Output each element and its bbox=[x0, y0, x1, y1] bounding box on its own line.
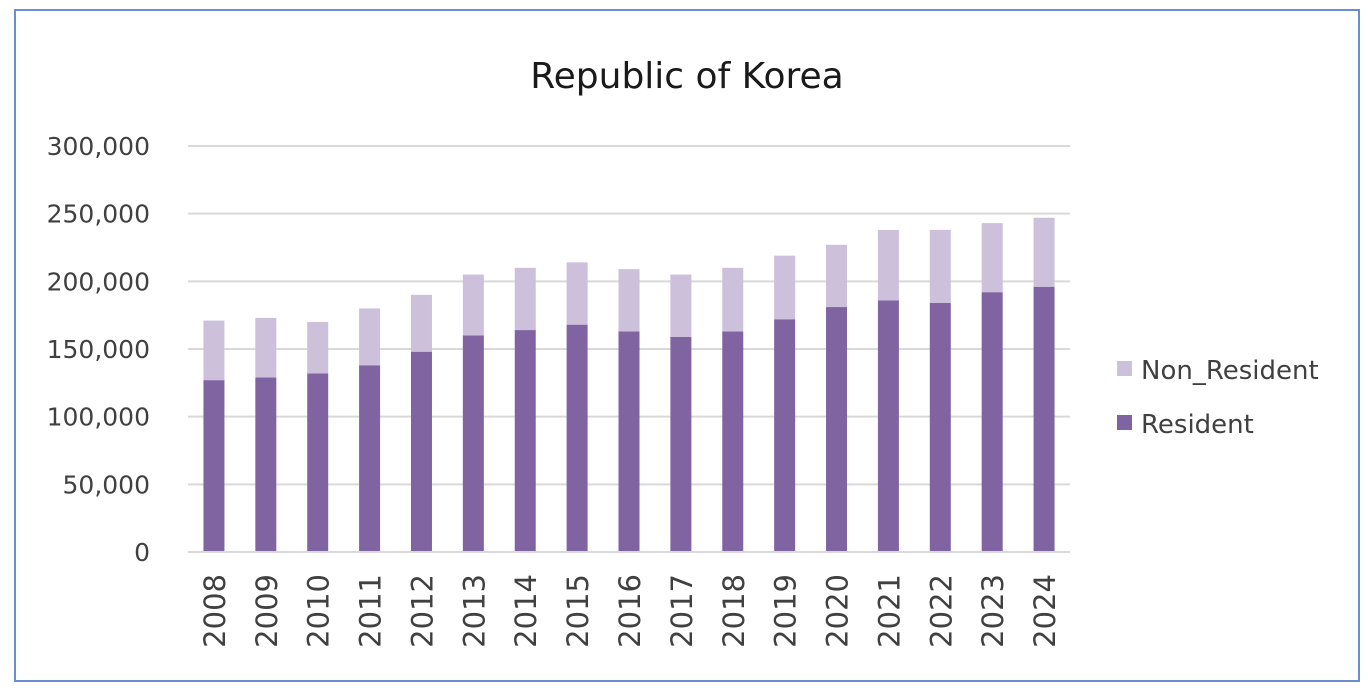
bar-non-resident-2023 bbox=[981, 223, 1003, 293]
x-tick-label: 2008 bbox=[198, 574, 232, 648]
y-axis-ticks: 0 50,000 100,000 150,000 200,000 250,000 300,0… bbox=[47, 132, 150, 567]
x-tick-label: 2011 bbox=[354, 574, 388, 648]
y-tick-label: 100,000 bbox=[47, 403, 150, 432]
bar-non-resident-2014 bbox=[514, 267, 536, 331]
bar-non-resident-2008 bbox=[203, 320, 225, 381]
y-tick-label: 300,000 bbox=[47, 132, 150, 161]
bar-non-resident-2012 bbox=[410, 294, 432, 352]
x-tick-label: 2022 bbox=[924, 574, 958, 648]
bar-non-resident-2018 bbox=[722, 267, 744, 332]
x-axis-ticks: 2008 2009 2010 2011 2012 2013 2014 2015 2016 2017… bbox=[198, 574, 1062, 648]
bar-resident-2011 bbox=[359, 365, 381, 552]
bar-resident-2022 bbox=[929, 302, 951, 552]
bar-non-resident-2022 bbox=[929, 229, 951, 303]
x-tick-label: 2019 bbox=[769, 574, 803, 648]
x-tick-label: 2015 bbox=[561, 574, 595, 648]
x-tick-label: 2021 bbox=[872, 574, 906, 648]
bar-non-resident-2013 bbox=[462, 274, 484, 336]
bar-non-resident-2024 bbox=[1033, 217, 1055, 287]
chart-title: Republic of Korea bbox=[530, 56, 844, 97]
x-tick-label: 2024 bbox=[1028, 574, 1062, 648]
bar-resident-2014 bbox=[514, 330, 536, 552]
x-tick-label: 2014 bbox=[509, 574, 543, 648]
y-tick-label: 250,000 bbox=[47, 200, 150, 229]
x-tick-label: 2013 bbox=[457, 574, 491, 648]
legend-swatch bbox=[1117, 415, 1132, 430]
bar-resident-2013 bbox=[462, 335, 484, 552]
x-tick-label: 2018 bbox=[717, 574, 751, 648]
bar-non-resident-2016 bbox=[618, 269, 640, 332]
bar-non-resident-2017 bbox=[670, 274, 692, 337]
legend-swatch bbox=[1117, 361, 1132, 376]
bar-non-resident-2010 bbox=[307, 321, 329, 374]
bar-non-resident-2021 bbox=[877, 229, 899, 301]
x-tick-label: 2009 bbox=[250, 574, 284, 648]
x-tick-label: 2023 bbox=[976, 574, 1010, 648]
x-tick-label: 2012 bbox=[405, 574, 439, 648]
y-tick-label: 200,000 bbox=[47, 267, 150, 296]
bar-non-resident-2009 bbox=[255, 317, 277, 378]
y-tick-label: 150,000 bbox=[47, 335, 150, 364]
y-tick-label: 0 bbox=[134, 538, 150, 567]
bar-resident-2016 bbox=[618, 331, 640, 552]
bar-resident-2010 bbox=[307, 373, 329, 552]
bar-resident-2019 bbox=[774, 319, 796, 552]
x-tick-label: 2017 bbox=[665, 574, 699, 648]
bar-resident-2021 bbox=[877, 300, 899, 552]
bar-non-resident-2019 bbox=[774, 255, 796, 320]
bar-resident-2012 bbox=[410, 351, 432, 552]
legend-label: Non_Resident bbox=[1141, 356, 1319, 386]
y-tick-label: 50,000 bbox=[63, 470, 150, 499]
bar-resident-2015 bbox=[566, 324, 588, 552]
bar-non-resident-2011 bbox=[359, 308, 381, 366]
x-tick-label: 2016 bbox=[613, 574, 647, 648]
bar-resident-2017 bbox=[670, 336, 692, 552]
bar-non-resident-2020 bbox=[826, 244, 848, 308]
x-tick-label: 2010 bbox=[302, 574, 336, 648]
bar-resident-2020 bbox=[826, 307, 848, 552]
bar-resident-2024 bbox=[1033, 286, 1055, 552]
legend: Non_Resident Resident bbox=[1117, 356, 1319, 440]
x-tick-label: 2020 bbox=[821, 574, 855, 648]
bar-resident-2008 bbox=[203, 380, 225, 552]
bar-resident-2023 bbox=[981, 292, 1003, 552]
bars bbox=[188, 217, 1070, 553]
legend-label: Resident bbox=[1141, 410, 1254, 440]
bar-non-resident-2015 bbox=[566, 262, 588, 325]
bar-resident-2009 bbox=[255, 377, 277, 552]
bar-resident-2018 bbox=[722, 331, 744, 552]
